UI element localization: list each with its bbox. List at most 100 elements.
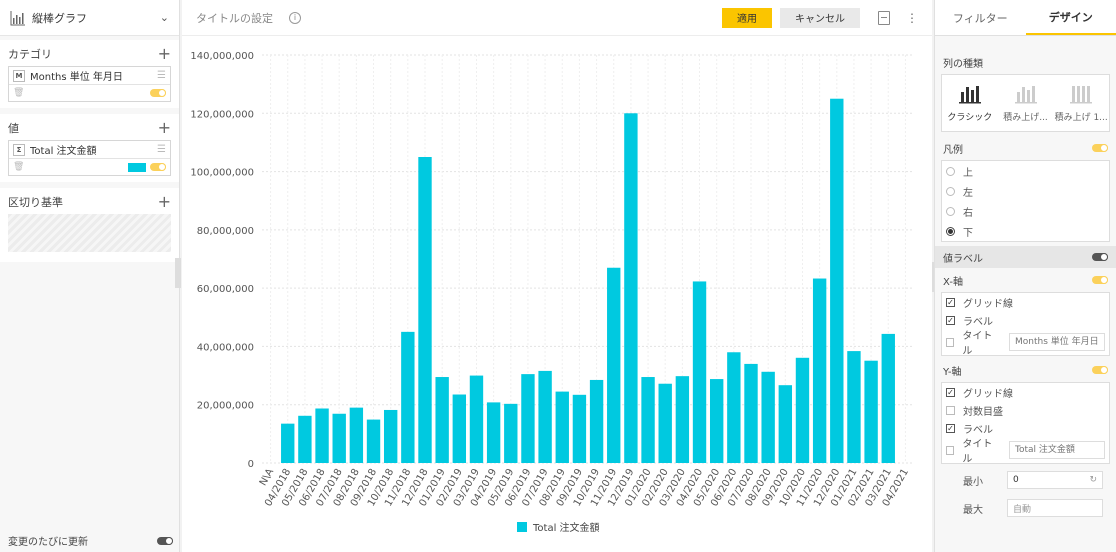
collapse-left-handle[interactable] — [175, 258, 181, 288]
add-value-icon[interactable]: + — [157, 118, 171, 137]
value-toggle[interactable] — [150, 163, 166, 171]
radio-selected-icon — [946, 226, 955, 236]
bar[interactable] — [504, 403, 518, 463]
bar[interactable] — [641, 377, 655, 463]
category-field[interactable]: M Months 単位 年月日 ☰ 🗑 — [8, 66, 171, 102]
bar[interactable] — [349, 407, 364, 463]
bar-chart: 0 20,000,000 40,000,000 60,000,000 80,000,00… — [190, 51, 914, 534]
bar[interactable] — [607, 267, 621, 463]
more-icon[interactable]: ⋮ — [906, 10, 918, 25]
bar[interactable] — [572, 394, 587, 463]
bar[interactable] — [469, 375, 484, 463]
bar[interactable] — [366, 419, 381, 463]
bar[interactable] — [315, 408, 329, 463]
y-min-input[interactable]: 0 ↻ — [1007, 471, 1103, 489]
bar[interactable] — [538, 370, 552, 463]
legend-option-top[interactable]: 上 — [942, 161, 1109, 181]
column-type-stacked[interactable]: 積み上げ... — [998, 75, 1054, 131]
y-tick-label: 140,000,000 — [190, 51, 254, 62]
info-icon[interactable]: i — [289, 11, 301, 24]
y-tick-label: 80,000,000 — [197, 226, 254, 237]
x-axis-toggle[interactable] — [1092, 276, 1108, 284]
bar[interactable] — [675, 376, 690, 463]
bar[interactable] — [709, 379, 724, 463]
bar[interactable] — [401, 331, 415, 463]
column-type-stacked-100[interactable]: 積み上げ 1... — [1053, 75, 1109, 131]
bar[interactable] — [521, 374, 535, 463]
checkbox-checked-icon: ✓ — [946, 387, 955, 397]
value-field[interactable]: Σ Total 注文金額 ☰ 🗑 — [8, 140, 171, 176]
export-icon[interactable] — [878, 10, 890, 25]
drag-handle-icon[interactable]: ☰ — [157, 144, 166, 155]
chart-type-selector[interactable]: 縦棒グラフ ⌄ — [0, 0, 179, 36]
bar[interactable] — [624, 113, 638, 464]
split-section: 区切り基準 + — [0, 188, 179, 262]
y-axis-toggle[interactable] — [1092, 366, 1108, 374]
x-axis-header: X-軸 — [935, 268, 1116, 292]
bar[interactable] — [418, 157, 432, 463]
auto-update-label: 変更のたびに更新 — [8, 537, 88, 548]
y-log-option[interactable]: 対数目盛 — [942, 401, 1109, 419]
bar[interactable] — [555, 391, 569, 463]
legend-option-left[interactable]: 左 — [942, 181, 1109, 201]
auto-update-toggle[interactable] — [157, 536, 173, 545]
bar[interactable] — [761, 371, 775, 463]
apply-button[interactable]: 適用 — [722, 7, 772, 28]
bar[interactable] — [383, 409, 398, 463]
radio-icon — [946, 186, 955, 196]
bar[interactable] — [589, 379, 604, 463]
tab-design[interactable]: デザイン — [1025, 0, 1116, 35]
bar[interactable] — [795, 357, 810, 463]
legend-option-label: 右 — [963, 207, 973, 219]
x-axis-title-input[interactable] — [1009, 333, 1105, 351]
bar[interactable] — [658, 383, 672, 463]
bar[interactable] — [332, 413, 346, 463]
reset-icon[interactable]: ↻ — [1089, 475, 1097, 485]
title-setting[interactable]: タイトルの設定 — [196, 11, 273, 25]
checkbox-icon — [946, 445, 955, 455]
category-toggle[interactable] — [150, 89, 166, 97]
x-axis-title-option[interactable]: タイトル — [942, 329, 1109, 357]
add-split-icon[interactable]: + — [157, 192, 171, 211]
y-labels-option[interactable]: ✓ ラベル — [942, 419, 1109, 437]
y-axis-title-option[interactable]: タイトル — [942, 437, 1109, 465]
x-grid-option[interactable]: ✓ グリッド線 — [942, 293, 1109, 311]
tab-filter[interactable]: フィルター — [952, 11, 1008, 25]
y-tick-label: 100,000,000 — [190, 168, 254, 179]
drag-handle-icon[interactable]: ☰ — [157, 70, 166, 81]
y-max-input[interactable]: 自動 — [1007, 499, 1103, 517]
bar[interactable] — [881, 333, 895, 463]
auto-update-row: 変更のたびに更新 — [8, 533, 173, 548]
bar[interactable] — [744, 363, 758, 463]
bar[interactable] — [452, 394, 467, 463]
x-labels-option[interactable]: ✓ ラベル — [942, 311, 1109, 329]
add-category-icon[interactable]: + — [157, 44, 171, 63]
column-type-classic[interactable]: クラシック — [942, 75, 998, 131]
chevron-down-icon[interactable]: ⌄ — [159, 11, 169, 24]
stacked-bar-icon — [1014, 85, 1037, 103]
series-color-swatch[interactable] — [128, 162, 146, 172]
bar[interactable] — [830, 98, 844, 463]
bar[interactable] — [486, 402, 501, 463]
bar[interactable] — [727, 352, 741, 463]
y-tick-label: 40,000,000 — [197, 342, 254, 353]
bar[interactable] — [435, 377, 449, 463]
split-drop-zone[interactable] — [8, 214, 171, 252]
cancel-button[interactable]: キャンセル — [780, 7, 860, 28]
legend-option-right[interactable]: 右 — [942, 201, 1109, 221]
legend-option-bottom[interactable]: 下 — [942, 221, 1109, 241]
bar[interactable] — [847, 351, 861, 463]
bar[interactable] — [281, 423, 295, 463]
bar[interactable] — [298, 415, 312, 463]
y-grid-label: グリッド線 — [963, 388, 1013, 400]
bar[interactable] — [812, 278, 827, 463]
bar[interactable] — [864, 360, 878, 463]
bar[interactable] — [692, 281, 707, 463]
trash-icon[interactable]: 🗑 — [13, 162, 25, 172]
bar[interactable] — [778, 385, 793, 463]
legend-toggle[interactable] — [1092, 144, 1108, 152]
value-labels-toggle[interactable] — [1092, 253, 1108, 261]
y-axis-title-input[interactable] — [1009, 441, 1105, 459]
trash-icon[interactable]: 🗑 — [13, 88, 25, 98]
y-grid-option[interactable]: ✓ グリッド線 — [942, 383, 1109, 401]
